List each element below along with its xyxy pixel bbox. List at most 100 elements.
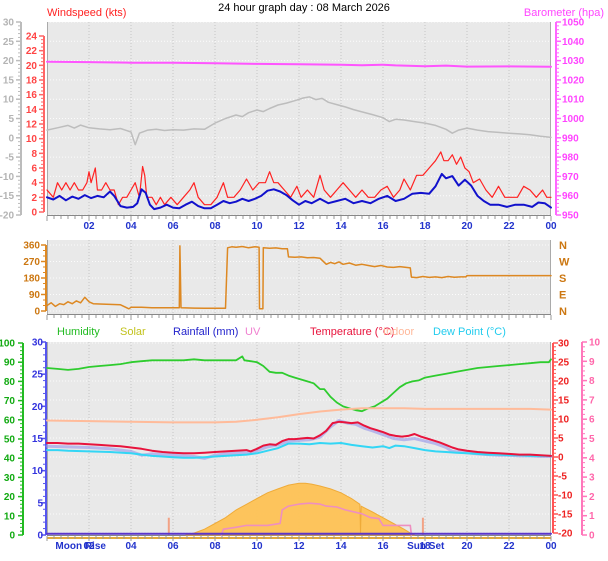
x-axis-label: 18 [419,221,431,232]
axis-tick-label: 20 [26,61,38,72]
cred-axis: -20 -15 -10 -5 0 5 10 15 20 25 30 [552,339,573,540]
x-axis-label: 06 [167,221,179,232]
wind-barometer-panel: -20-15-10-505101520253002468101214161820… [0,18,585,233]
uv-line [220,502,413,536]
axis-tick-label: 24 [26,32,38,43]
legend-temperature: Temperature (°C) [310,326,395,338]
x-axis-label: 02 [83,541,95,552]
axis-tick-label: -5 [5,153,14,164]
axis-tick-label: 20 [558,377,570,388]
axis-tick-label: 360 [23,241,40,252]
uv-axis: 0 1 2 3 4 5 6 7 8 9 10 [581,338,601,542]
axis-tick-label: 1050 [562,18,585,29]
x-axis-label: 00 [545,541,557,552]
x-axis-label: 20 [461,541,473,552]
axis-tick-label: -20 [0,211,14,222]
axis-tick-label: 22 [26,46,38,57]
axis-tick-label: 60 [4,415,16,426]
indoor-line [46,407,552,424]
axis-tick-label: 10 [4,511,16,522]
wind-average-line [46,172,552,211]
x-axis-label: 08 [209,221,221,232]
compass-label: S [559,273,566,285]
axis-tick-label: 20 [32,402,44,413]
dir-axis: 0 90 180 270 360 [23,241,47,318]
axis-tick-label: 990 [562,133,579,144]
x-tick-row [46,315,552,320]
axis-tick-label: 950 [562,211,579,222]
axis-tick-label: 5 [37,498,43,509]
axis-tick-label: 50 [4,435,16,446]
axis-tick-label: 90 [4,358,16,369]
axis-tick-label: -15 [558,510,573,521]
legend-humidity: Humidity [57,326,100,338]
axis-tick-label: 1 [589,511,595,522]
compass-label: E [559,290,566,302]
axis-tick-label: 270 [23,257,40,268]
axis-tick-label: 80 [4,377,16,388]
legend-dewpoint: Dew Point (°C) [433,326,506,338]
axis-tick-label: 0 [34,307,40,318]
axis-tick-label: 4 [31,178,37,189]
legend-rainfall: Rainfall (mm) [173,326,239,338]
x-tick-row [46,536,552,541]
axis-tick-label: 5 [589,434,595,445]
axis-tick-label: 4 [589,453,595,464]
axis-tick-label: 40 [4,454,16,465]
x-axis-label: 06 [167,541,179,552]
axis-tick-label: 18 [26,76,38,87]
dew-point-line [46,442,552,459]
axis-tick-label: 15 [32,434,44,445]
compass-label: N [559,306,567,318]
x-axis-label: 14 [335,541,347,552]
axis-tick-label: 90 [29,290,41,301]
axis-tick-label: -20 [558,529,573,540]
x-axis-annotation: Moon Rise [55,541,106,552]
axis-tick-label: 15 [3,75,15,86]
x-axis-label: 16 [377,541,389,552]
x-axis-label: 08 [209,541,221,552]
axis-tick-label: 1020 [562,75,585,86]
axis-tick-label: 30 [32,338,44,349]
axis-tick-label: 8 [31,149,37,160]
axis-tick-label: 180 [23,274,40,285]
axis-tick-label: 8 [589,376,595,387]
axis-tick-label: 1030 [562,56,585,67]
windspeed-axis-title: Windspeed (kts) [47,7,127,19]
baro-axis: 950 960 970 980 990 1000 1010 1020 1030 1040 1050 [555,18,585,222]
axis-tick-label: 9 [589,357,595,368]
axis-tick-label: 1010 [562,95,585,106]
axis-tick-label: 25 [558,358,570,369]
axis-tick-label: 6 [31,164,37,175]
misc-gray-line [46,96,552,146]
axis-tick-label: 1040 [562,37,585,48]
compass-label: W [559,257,570,269]
axis-tick-label: 1000 [562,114,585,125]
axis-tick-label: 0 [8,133,14,144]
axis-tick-label: 0 [558,453,564,464]
barometer-axis-title: Barometer (hpa) [523,7,604,19]
x-axis-label: 16 [377,221,389,232]
axis-tick-label: 20 [3,56,15,67]
axis-tick-label: -5 [558,472,567,483]
axis-tick-label: 15 [558,396,570,407]
x-axis-label: 18 [419,541,431,552]
axis-tick-label: 70 [4,396,16,407]
plot-background [47,240,551,314]
axis-tick-label: 960 [562,191,579,202]
axis-tick-label: 0 [589,531,595,542]
c30-axis: 0 5 10 15 20 25 30 [32,338,47,542]
x-axis-label: 12 [293,541,305,552]
wind-direction-line [46,245,552,310]
axis-tick-label: 25 [3,37,15,48]
axis-tick-label: 25 [32,370,44,381]
barometer-line [46,60,552,68]
x-axis-label: 04 [125,221,137,232]
page-title: 24 hour graph day : 08 March 2026 [218,2,390,14]
axis-tick-label: 6 [589,415,595,426]
axis-tick-label: 30 [3,18,15,29]
